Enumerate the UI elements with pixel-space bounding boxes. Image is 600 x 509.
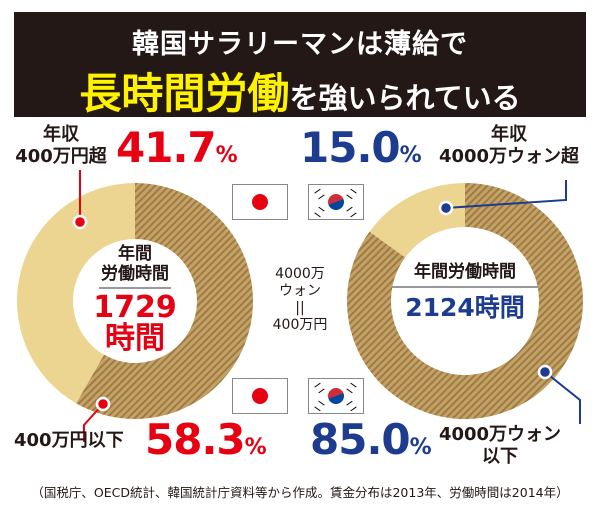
title-banner: 韓国サラリーマンは薄給で 長時間労働を強いられている [14,12,586,118]
jp-low-income-label: 400万円以下 [14,430,124,451]
jp-high-income-label: 年収 400万円超 [14,124,108,168]
percent-sign: % [215,143,238,168]
korea-slice-0 [369,183,465,258]
kr-low-label-line2: 以下 [482,446,518,467]
percent-sign: % [409,435,432,460]
jp-low-leader [83,403,104,442]
kr-low-value: 85.0 [310,415,411,464]
exchange-line2: ウォン [279,283,321,299]
jp-center: 年間 労働時間 1729 時間 [75,244,195,354]
kr-low-income-label: 4000万ウォン 以下 [430,424,570,468]
jp-low-leader-dot [95,396,111,412]
percent-sign: % [244,435,267,460]
kr-low-leader-dot [537,364,553,380]
title-highlight: 長時間労働 [79,69,290,118]
jp-low-value: 58.3 [145,415,246,464]
kr-hours-value: 2124時間 [405,293,525,322]
exchange-rate-note: 4000万 ウォン || 400万円 [262,266,338,334]
jp-high-leader-dot [72,214,88,230]
exchange-line4: 400万円 [272,317,328,333]
title-line1: 韓国サラリーマンは薄給で [132,29,468,60]
japan-slice-1 [76,183,254,419]
jp-high-label-line2: 400万円超 [15,146,107,167]
kr-high-leader [445,180,567,209]
kr-high-income-label: 年収 4000万ウォン超 [428,124,590,168]
kr-low-percent: 85.0% [310,416,432,472]
jp-high-value: 41.7 [116,123,217,172]
japan-flag-icon [232,184,288,220]
japan-flag-icon [232,378,288,414]
title-line2: 長時間労働を強いられている [14,60,586,121]
kr-center: 年間労働時間 2124時間 [392,262,538,324]
japan-slice-0 [17,183,135,404]
title-rest: を強いられている [289,81,521,115]
exchange-line1: 4000万 [275,266,325,282]
kr-low-leader [544,371,581,424]
kr-high-value: 15.0 [300,123,401,172]
jp-low-percent: 58.3% [145,416,267,472]
jp-high-percent: 41.7% [116,124,238,180]
jp-hours-value: 1729 [93,290,177,325]
korea-flag-icon [308,184,364,220]
kr-high-percent: 15.0% [300,124,422,180]
jp-center-label2: 労働時間 [99,264,171,289]
percent-sign: % [399,143,422,168]
jp-center-label1: 年間 [118,244,152,264]
jp-high-label-line1: 年収 [43,124,79,145]
kr-low-label-line1: 4000万ウォン [438,424,562,445]
kr-center-label: 年間労働時間 [392,262,538,288]
exchange-equals: || [295,300,305,316]
korea-slice-1 [347,183,584,420]
kr-high-leader-dot [438,200,454,216]
kr-high-label-line2: 4000万ウォン超 [438,146,580,167]
source-footnote: （国税庁、OECD統計、韓国統計庁資料等から作成。賃金分布は2013年、労働時間… [31,485,569,500]
kr-high-label-line1: 年収 [491,124,527,145]
korea-flag-icon [308,378,364,414]
jp-hours-unit: 時間 [105,321,165,356]
